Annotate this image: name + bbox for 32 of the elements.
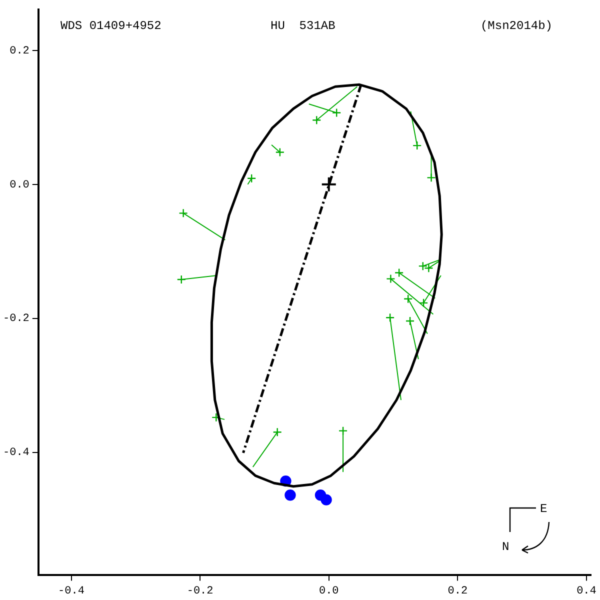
point xyxy=(272,428,282,437)
x-tick-label: 0.0 xyxy=(318,585,339,598)
y-tick-label: -0.2 xyxy=(3,313,30,326)
point xyxy=(394,268,404,278)
point xyxy=(312,115,322,125)
annotation: WDS 01409+4952 xyxy=(60,18,162,33)
annotation: E xyxy=(540,502,548,516)
x-tick-label: -0.4 xyxy=(58,585,85,598)
x-tick-label: -0.2 xyxy=(186,585,214,598)
point xyxy=(418,298,428,308)
point xyxy=(332,108,342,118)
point xyxy=(275,148,285,157)
point xyxy=(320,494,332,506)
y-tick-label: 0.0 xyxy=(10,179,30,192)
point xyxy=(284,490,296,501)
point xyxy=(385,313,395,322)
point xyxy=(403,294,413,304)
y-tick-label: -0.4 xyxy=(3,447,30,460)
y-tick-label: 0.2 xyxy=(10,45,30,58)
x-tick-label: 0.2 xyxy=(448,585,468,598)
annotation: N xyxy=(502,540,510,554)
point xyxy=(386,274,396,284)
point xyxy=(176,274,186,284)
point xyxy=(426,173,436,182)
annotation: HU 531AB xyxy=(270,18,336,33)
point xyxy=(412,140,422,150)
point xyxy=(405,316,415,326)
annotation: (Msn2014b) xyxy=(480,18,552,33)
x-tick-label: 0.4 xyxy=(576,585,597,598)
point xyxy=(246,174,256,183)
point xyxy=(178,208,188,218)
point xyxy=(320,176,337,192)
